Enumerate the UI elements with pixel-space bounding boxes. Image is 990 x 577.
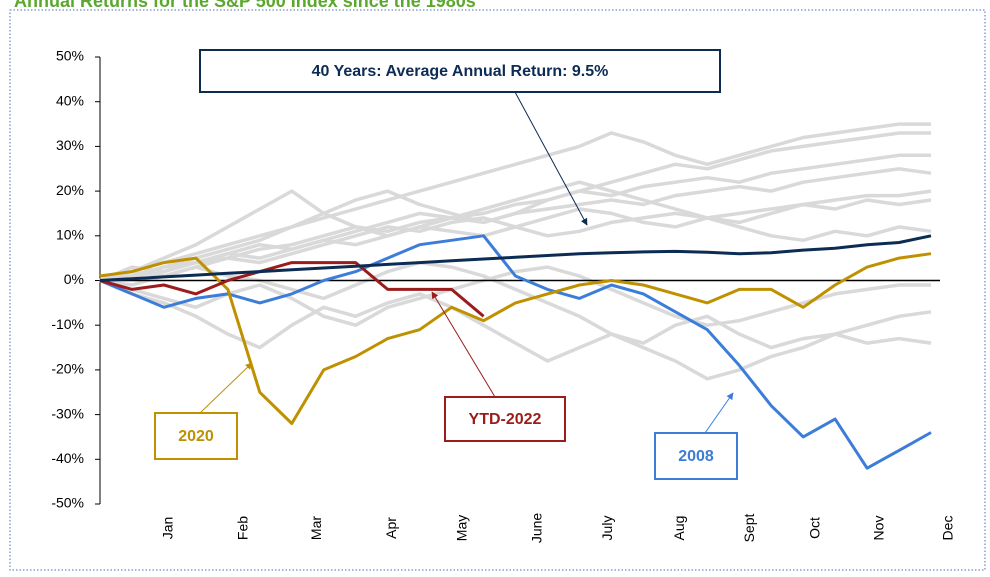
x-tick-label: Mar bbox=[308, 516, 324, 540]
annotation-label: 40 Years: Average Annual Return: 9.5% bbox=[312, 63, 609, 80]
x-tick-label: Oct bbox=[807, 517, 823, 539]
highlight-line bbox=[99, 261, 485, 318]
y-tick-label: 30% bbox=[56, 137, 84, 153]
history-line bbox=[99, 278, 932, 363]
annotation-box bbox=[154, 412, 238, 460]
y-tick-label: -30% bbox=[51, 405, 84, 421]
x-tick-label: June bbox=[529, 513, 545, 544]
x-tick-label: Sept bbox=[741, 513, 757, 542]
x-tick-label: Aug bbox=[671, 516, 687, 541]
history-line bbox=[99, 265, 931, 327]
y-tick-label: -10% bbox=[51, 316, 84, 332]
annotation-arrow bbox=[199, 362, 253, 414]
y-tick-label: 50% bbox=[56, 48, 84, 64]
annotation-label: YTD-2022 bbox=[469, 411, 542, 428]
x-tick-label: Apr bbox=[383, 517, 399, 539]
history-line bbox=[99, 167, 932, 283]
annotation-arrow bbox=[431, 291, 496, 398]
x-tick-label: Jan bbox=[159, 517, 175, 540]
y-tick-label: 40% bbox=[56, 92, 84, 108]
chart-border bbox=[9, 9, 986, 571]
annotation-label: 2020 bbox=[178, 428, 214, 445]
highlight-line bbox=[99, 234, 932, 470]
history-line bbox=[99, 122, 931, 283]
x-tick-label: Nov bbox=[871, 516, 887, 541]
history-line bbox=[99, 180, 932, 283]
x-tick-label: Dec bbox=[939, 516, 955, 541]
y-tick-label: -50% bbox=[51, 495, 84, 511]
y-tick-label: 20% bbox=[56, 182, 84, 198]
x-tick-label: May bbox=[453, 515, 469, 541]
y-tick-label: 0% bbox=[64, 271, 84, 287]
highlight-line bbox=[99, 252, 932, 425]
annotation-label: 2008 bbox=[678, 448, 714, 465]
annotation-arrow bbox=[514, 91, 588, 226]
y-tick-label: -40% bbox=[51, 450, 84, 466]
chart-title: Annual Returns for the S&P 500 Index sin… bbox=[14, 0, 476, 11]
y-tick-label: -20% bbox=[51, 361, 84, 377]
annotation-arrow bbox=[704, 392, 734, 434]
y-tick-label: 10% bbox=[56, 227, 84, 243]
annotation-box bbox=[654, 432, 738, 480]
history-line bbox=[99, 153, 931, 283]
x-tick-label: Feb bbox=[235, 516, 251, 540]
annotation-box bbox=[199, 49, 721, 93]
history-line bbox=[99, 198, 932, 283]
highlight-line bbox=[99, 234, 932, 282]
annotation-box bbox=[444, 396, 566, 442]
x-tick-label: July bbox=[599, 516, 615, 541]
